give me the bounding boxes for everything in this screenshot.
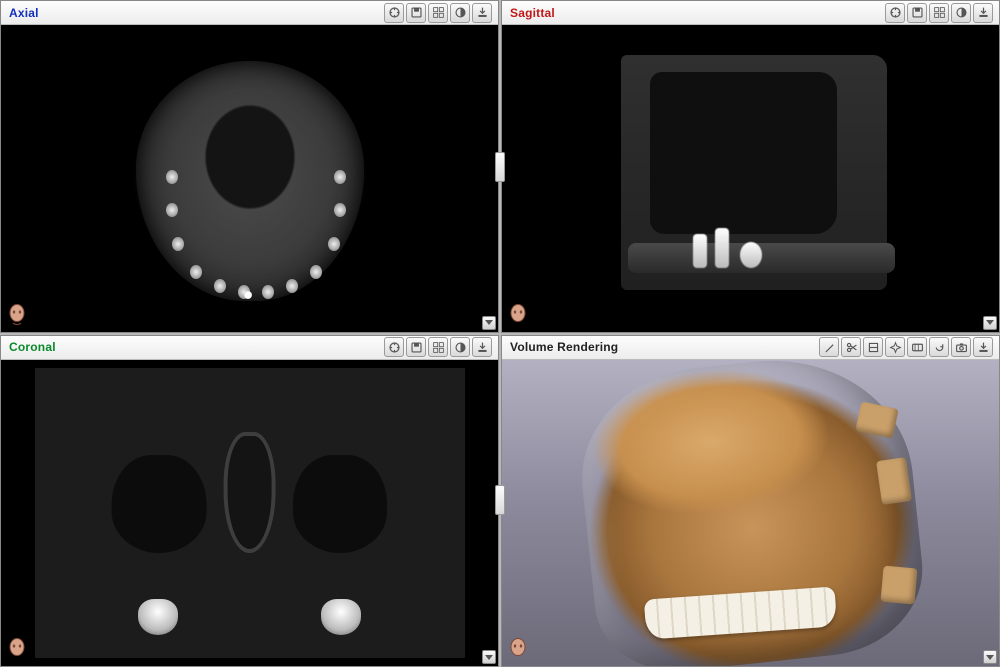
pane-menu-button[interactable] (983, 650, 997, 664)
export-icon[interactable] (472, 337, 492, 357)
sagittal-title: Sagittal (510, 6, 555, 20)
window-level-icon[interactable] (450, 337, 470, 357)
volume-viewport[interactable] (502, 336, 999, 667)
reset-view-icon[interactable] (384, 337, 404, 357)
rotate-icon[interactable] (929, 337, 949, 357)
layout-icon[interactable] (929, 3, 949, 23)
reset-view-icon[interactable] (384, 3, 404, 23)
pane-menu-button[interactable] (983, 316, 997, 330)
window-level-icon[interactable] (951, 3, 971, 23)
sagittal-ct-image (571, 38, 931, 318)
volume-header: Volume Rendering (502, 336, 999, 360)
coronal-title: Coronal (9, 340, 56, 354)
coronal-viewport[interactable] (1, 336, 498, 667)
snapshot-icon[interactable] (951, 337, 971, 357)
orientation-head-icon (508, 638, 528, 660)
layout-icon[interactable] (428, 337, 448, 357)
volume-render-image (586, 363, 916, 663)
axial-viewport[interactable] (1, 1, 498, 332)
sagittal-viewport[interactable] (502, 1, 999, 332)
orientation-head-icon (7, 304, 27, 326)
coronal-ct-image (35, 368, 465, 658)
coronal-header: Coronal (1, 336, 498, 360)
quad-view-grid: Axial (0, 0, 1000, 667)
preset-icon[interactable] (907, 337, 927, 357)
sagittal-header: Sagittal (502, 1, 999, 25)
save-icon[interactable] (406, 3, 426, 23)
pane-menu-button[interactable] (482, 316, 496, 330)
axial-header: Axial (1, 1, 498, 25)
sagittal-toolbar (885, 3, 993, 23)
axial-toolbar (384, 3, 492, 23)
orientation-head-icon (508, 304, 528, 326)
scissors-icon[interactable] (841, 337, 861, 357)
export-icon[interactable] (973, 337, 993, 357)
export-icon[interactable] (973, 3, 993, 23)
volume-pane: Volume Rendering (501, 335, 1000, 667)
axial-title: Axial (9, 6, 39, 20)
clip-icon[interactable] (863, 337, 883, 357)
reset-view-icon[interactable] (885, 3, 905, 23)
layout-icon[interactable] (428, 3, 448, 23)
spark-icon[interactable] (885, 337, 905, 357)
coronal-pane: Coronal (0, 335, 499, 667)
volume-title: Volume Rendering (510, 340, 618, 354)
scalpel-icon[interactable] (819, 337, 839, 357)
save-icon[interactable] (406, 337, 426, 357)
axial-pane: Axial (0, 0, 499, 333)
coronal-toolbar (384, 337, 492, 357)
axial-ct-image (100, 38, 400, 318)
orientation-head-icon (7, 638, 27, 660)
sagittal-pane: Sagittal (501, 0, 1000, 333)
vertical-splitter-handle[interactable] (495, 485, 505, 515)
save-icon[interactable] (907, 3, 927, 23)
pane-menu-button[interactable] (482, 650, 496, 664)
vertical-splitter-handle[interactable] (495, 152, 505, 182)
volume-toolbar (819, 337, 993, 357)
window-level-icon[interactable] (450, 3, 470, 23)
export-icon[interactable] (472, 3, 492, 23)
